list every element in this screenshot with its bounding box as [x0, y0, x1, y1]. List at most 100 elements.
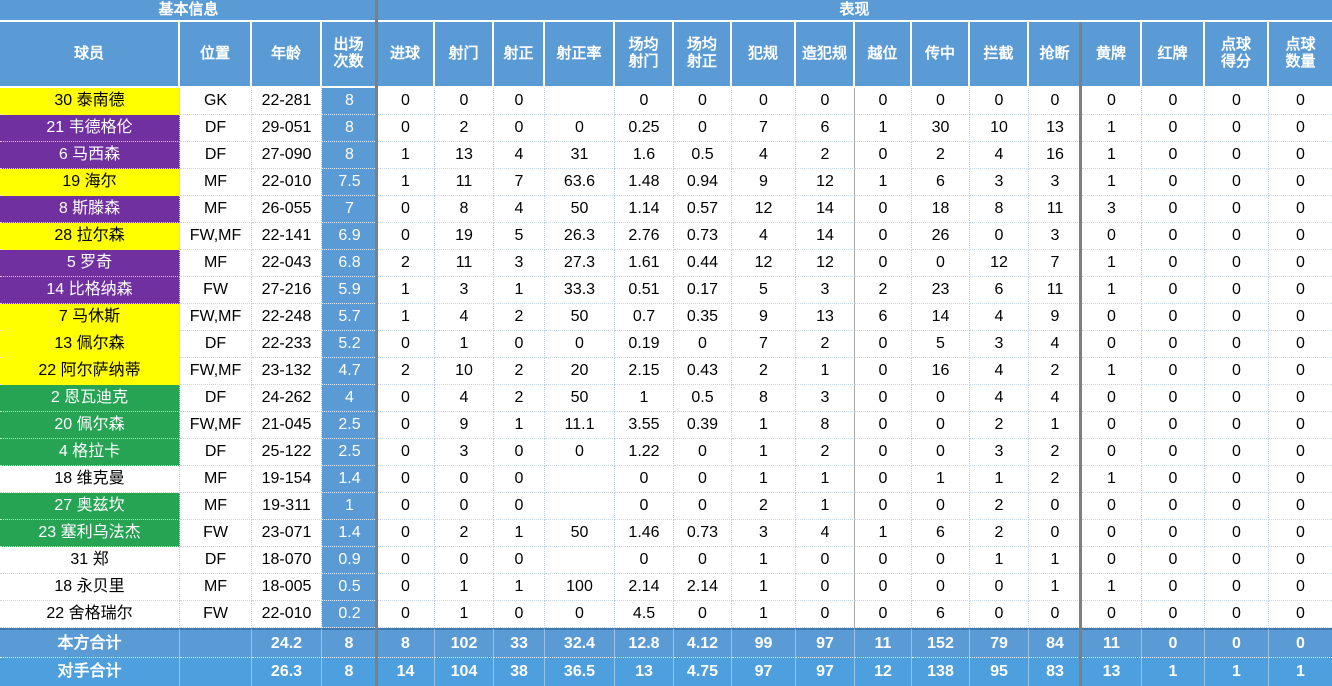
- appearances-cell: 5.7: [322, 304, 377, 331]
- stat-cell-shots: 9: [435, 412, 494, 439]
- total-stat-cell-crosses: 138: [912, 657, 970, 686]
- player-name-cell: 2 恩瓦迪克: [0, 385, 180, 412]
- total-stat-cell-fouls-drawn: 97: [796, 657, 855, 686]
- stat-cell-interceptions: 1: [970, 466, 1029, 493]
- total-stat-cell-penalty-count: 0: [1269, 628, 1332, 657]
- stat-cell-interceptions: 3: [970, 169, 1029, 196]
- stat-cell-shots-per-game: 2.15: [615, 358, 674, 385]
- age-cell: 23-071: [252, 520, 322, 547]
- age-cell: 21-045: [252, 412, 322, 439]
- appearances-cell: 5.2: [322, 331, 377, 358]
- stat-cell-yellow-cards: 1: [1082, 574, 1142, 601]
- position-cell: MF: [180, 493, 252, 520]
- stat-cell-sot-per-game: 0: [674, 88, 732, 115]
- col-header-position: 位置: [180, 22, 252, 88]
- total-stat-cell-penalty-goals: 1: [1205, 657, 1269, 686]
- appearances-cell: 8: [322, 115, 377, 142]
- col-header-penalty-count: 点球 数量: [1269, 22, 1332, 88]
- stat-cell-sot-per-game: 0: [674, 439, 732, 466]
- stat-cell-crosses: 0: [912, 439, 970, 466]
- stat-cell-fouls-drawn: 14: [796, 223, 855, 250]
- total-stat-cell-shots-on-target: 33: [494, 628, 545, 657]
- stat-cell-shot-accuracy: [545, 466, 615, 493]
- stat-cell-yellow-cards: 1: [1082, 250, 1142, 277]
- stat-cell-penalty-count: 0: [1269, 142, 1332, 169]
- player-name-cell: 13 佩尔森: [0, 331, 180, 358]
- age-cell: 22-248: [252, 304, 322, 331]
- total-stat-cell-offsides: 11: [855, 628, 912, 657]
- stat-cell-penalty-count: 0: [1269, 358, 1332, 385]
- stat-cell-sot-per-game: 0: [674, 331, 732, 358]
- stat-cell-shots-per-game: 1.61: [615, 250, 674, 277]
- stat-cell-shots-per-game: 4.5: [615, 601, 674, 628]
- stat-cell-offsides: 0: [855, 250, 912, 277]
- position-cell: DF: [180, 385, 252, 412]
- section-header-performance: 表现: [377, 0, 1332, 22]
- stat-cell-interceptions: 2: [970, 412, 1029, 439]
- stat-cell-penalty-goals: 0: [1205, 574, 1269, 601]
- stat-cell-shots-on-target: 0: [494, 601, 545, 628]
- stat-cell-red-cards: 0: [1142, 601, 1205, 628]
- stat-cell-shots-per-game: 2.14: [615, 574, 674, 601]
- stat-cell-shots-per-game: 3.55: [615, 412, 674, 439]
- stat-cell-shot-accuracy: 20: [545, 358, 615, 385]
- stat-cell-goals: 0: [377, 385, 435, 412]
- stat-cell-penalty-goals: 0: [1205, 142, 1269, 169]
- stat-cell-sot-per-game: 0.5: [674, 385, 732, 412]
- position-cell: MF: [180, 196, 252, 223]
- stat-cell-tackles: 11: [1029, 196, 1082, 223]
- age-cell: 27-090: [252, 142, 322, 169]
- total-stat-cell-tackles: 83: [1029, 657, 1082, 686]
- stat-cell-offsides: 1: [855, 115, 912, 142]
- stat-cell-interceptions: 6: [970, 277, 1029, 304]
- total-stat-cell-yellow-cards: 11: [1082, 628, 1142, 657]
- stat-cell-tackles: 0: [1029, 520, 1082, 547]
- position-cell: DF: [180, 115, 252, 142]
- stat-cell-shot-accuracy: [545, 547, 615, 574]
- stat-cell-shots: 0: [435, 88, 494, 115]
- stat-cell-fouls: 7: [732, 331, 796, 358]
- col-header-player: 球员: [0, 22, 180, 88]
- stat-cell-shots: 11: [435, 250, 494, 277]
- total-stat-cell-offsides: 12: [855, 657, 912, 686]
- stat-cell-interceptions: 8: [970, 196, 1029, 223]
- stat-cell-penalty-count: 0: [1269, 493, 1332, 520]
- stat-cell-red-cards: 0: [1142, 547, 1205, 574]
- stat-cell-fouls: 1: [732, 574, 796, 601]
- stat-cell-shots-per-game: 1.46: [615, 520, 674, 547]
- position-cell: FW,MF: [180, 358, 252, 385]
- stat-cell-shots: 19: [435, 223, 494, 250]
- stat-cell-interceptions: 4: [970, 358, 1029, 385]
- stat-cell-fouls-drawn: 12: [796, 169, 855, 196]
- stat-cell-yellow-cards: 1: [1082, 169, 1142, 196]
- stat-cell-shots-on-target: 3: [494, 250, 545, 277]
- stat-cell-offsides: 0: [855, 466, 912, 493]
- stat-cell-penalty-goals: 0: [1205, 196, 1269, 223]
- stat-cell-shots-on-target: 2: [494, 358, 545, 385]
- col-header-crosses: 传中: [912, 22, 970, 88]
- stat-cell-shot-accuracy: 0: [545, 331, 615, 358]
- stat-cell-shots-on-target: 1: [494, 277, 545, 304]
- stat-cell-yellow-cards: 0: [1082, 88, 1142, 115]
- appearances-cell: 5.9: [322, 277, 377, 304]
- position-cell: MF: [180, 250, 252, 277]
- stat-cell-shots-on-target: 0: [494, 115, 545, 142]
- appearances-cell: 2.5: [322, 412, 377, 439]
- stat-cell-goals: 1: [377, 142, 435, 169]
- total-label-cell: 对手合计: [0, 657, 180, 686]
- total-stat-cell-fouls: 99: [732, 628, 796, 657]
- stat-cell-fouls: 2: [732, 493, 796, 520]
- player-name-cell: 21 韦德格伦: [0, 115, 180, 142]
- stat-cell-yellow-cards: 1: [1082, 466, 1142, 493]
- stat-cell-fouls-drawn: 0: [796, 574, 855, 601]
- stat-cell-sot-per-game: 0: [674, 493, 732, 520]
- stat-cell-interceptions: 12: [970, 250, 1029, 277]
- total-stat-cell-crosses: 152: [912, 628, 970, 657]
- stat-cell-yellow-cards: 0: [1082, 520, 1142, 547]
- stat-cell-fouls-drawn: 6: [796, 115, 855, 142]
- total-stat-cell-fouls-drawn: 97: [796, 628, 855, 657]
- age-cell: 19-154: [252, 466, 322, 493]
- stat-cell-fouls-drawn: 2: [796, 439, 855, 466]
- stat-cell-fouls-drawn: 2: [796, 331, 855, 358]
